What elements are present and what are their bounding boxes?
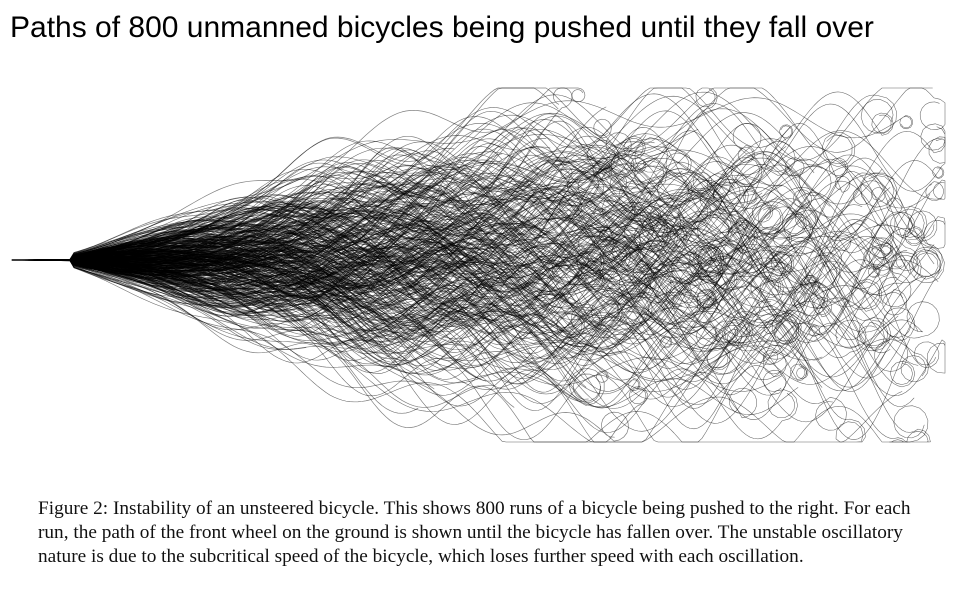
bicycle-path — [11, 259, 778, 375]
bicycle-path — [11, 236, 867, 359]
bicycle-path — [11, 202, 435, 269]
bicycle-path — [11, 236, 319, 261]
bicycle-path — [11, 94, 897, 261]
bicycle-path — [11, 208, 279, 261]
bicycle-path — [11, 87, 791, 261]
bicycle-path — [11, 186, 744, 267]
bicycle-path — [11, 259, 527, 335]
bicycle-path — [11, 259, 799, 415]
headline: Paths of 800 unmanned bicycles being pus… — [10, 11, 874, 44]
bicycle-paths-figure — [0, 80, 960, 450]
bicycle-path — [11, 129, 699, 261]
bicycle-path — [11, 152, 499, 261]
bicycle-path — [11, 135, 519, 261]
bicycle-path — [11, 97, 913, 261]
bicycle-path — [11, 209, 455, 266]
bicycle-path — [11, 245, 784, 308]
bicycle-path — [11, 247, 649, 327]
bicycle-path — [11, 259, 817, 324]
bicycle-path — [11, 236, 935, 296]
bicycle-path — [11, 130, 807, 261]
bicycle-path — [11, 151, 883, 261]
bicycle-path — [11, 252, 683, 307]
bicycle-path — [11, 255, 479, 317]
bicycle-path — [11, 108, 831, 261]
bicycle-path — [11, 259, 648, 443]
bicycle-path — [11, 259, 908, 392]
bicycle-path — [11, 259, 419, 414]
bicycle-path — [11, 217, 749, 267]
bicycle-path — [11, 119, 639, 261]
bicycle-path — [11, 157, 935, 270]
caption-label: Figure 2: — [38, 498, 109, 519]
bicycle-path — [11, 178, 741, 270]
bicycle-path — [11, 87, 933, 261]
bicycle-path — [11, 259, 495, 408]
bicycle-path — [11, 159, 563, 261]
bicycle-path — [11, 251, 922, 361]
bicycle-path — [11, 242, 651, 327]
bicycle-path — [11, 185, 735, 290]
bicycle-path — [11, 259, 609, 383]
bicycle-path — [11, 207, 359, 261]
bicycle-path — [11, 259, 929, 443]
bicycle-path — [11, 259, 647, 363]
bicycle-path — [11, 153, 539, 261]
bicycle-path — [11, 154, 725, 281]
bicycle-path — [11, 87, 612, 261]
bicycle-path — [11, 259, 911, 440]
bicycle-path — [11, 250, 832, 339]
bicycle-path — [11, 259, 427, 338]
bicycle-path — [11, 154, 623, 261]
bicycle-path — [11, 259, 235, 298]
bicycle-path — [11, 123, 946, 261]
bicycle-path — [11, 259, 823, 405]
bicycle-path — [11, 259, 435, 390]
bicycle-path — [11, 112, 787, 261]
bicycle-path — [11, 130, 943, 261]
bicycle-path — [11, 187, 886, 278]
bicycle-path — [11, 259, 623, 359]
bicycle-path — [11, 91, 894, 261]
bicycle-path — [11, 259, 487, 382]
bicycle-path — [11, 259, 479, 379]
bicycle-path — [11, 230, 451, 268]
bicycle-path — [11, 259, 887, 392]
figure-caption: Figure 2: Instability of an unsteered bi… — [38, 497, 930, 570]
bicycle-path — [11, 259, 798, 440]
bicycle-path — [11, 259, 923, 423]
bicycle-path — [11, 259, 757, 443]
bicycle-path — [11, 259, 657, 342]
bicycle-path — [11, 252, 715, 350]
bicycle-paths-plot — [11, 87, 946, 443]
bicycle-path — [11, 259, 821, 326]
bicycle-path — [11, 123, 873, 261]
bicycle-path — [11, 246, 435, 294]
bicycle-path — [11, 185, 755, 261]
bicycle-path — [11, 249, 559, 328]
bicycle-path — [11, 259, 931, 443]
caption-text: Instability of an unsteered bicycle. Thi… — [38, 498, 911, 568]
bicycle-path — [11, 95, 762, 261]
bicycle-path — [11, 214, 814, 301]
bicycle-path — [11, 259, 491, 334]
bicycle-path — [11, 201, 631, 273]
bicycle-path — [11, 259, 899, 388]
bicycle-path — [11, 157, 849, 261]
bicycle-path — [11, 87, 573, 261]
bicycle-path — [11, 259, 307, 350]
bicycle-path — [11, 243, 299, 261]
bicycle-path — [11, 186, 607, 261]
bicycle-path — [11, 259, 627, 334]
bicycle-path — [11, 259, 839, 350]
bicycle-path — [11, 230, 735, 316]
bicycle-path — [11, 259, 903, 443]
